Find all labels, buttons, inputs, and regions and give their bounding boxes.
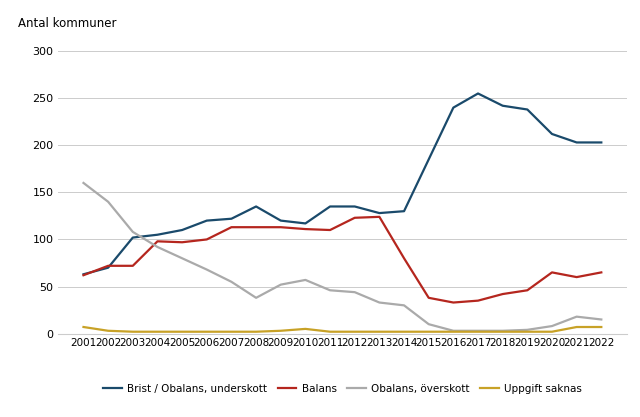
Uppgift saknas	[228, 329, 236, 334]
Uppgift saknas	[154, 329, 161, 334]
Balans	[598, 270, 605, 275]
Brist / Obalans, underskott	[179, 228, 186, 233]
Balans	[104, 263, 112, 268]
Brist / Obalans, underskott	[449, 105, 457, 110]
Uppgift saknas	[376, 329, 383, 334]
Obalans, överskott	[474, 328, 482, 333]
Brist / Obalans, underskott	[129, 235, 137, 240]
Brist / Obalans, underskott	[228, 216, 236, 221]
Brist / Obalans, underskott	[154, 232, 161, 237]
Obalans, överskott	[499, 328, 506, 333]
Obalans, överskott	[351, 290, 358, 295]
Brist / Obalans, underskott	[499, 103, 506, 108]
Balans	[351, 215, 358, 220]
Balans	[79, 273, 87, 278]
Balans	[548, 270, 556, 275]
Balans	[524, 288, 531, 293]
Uppgift saknas	[351, 329, 358, 334]
Obalans, överskott	[277, 282, 285, 287]
Uppgift saknas	[598, 324, 605, 329]
Balans	[499, 291, 506, 296]
Obalans, överskott	[129, 229, 137, 234]
Brist / Obalans, underskott	[252, 204, 260, 209]
Brist / Obalans, underskott	[376, 211, 383, 216]
Balans	[154, 239, 161, 244]
Balans	[425, 295, 433, 300]
Balans	[228, 225, 236, 230]
Text: Antal kommuner: Antal kommuner	[18, 17, 116, 30]
Brist / Obalans, underskott	[400, 208, 408, 214]
Brist / Obalans, underskott	[326, 204, 334, 209]
Obalans, överskott	[179, 256, 186, 261]
Obalans, överskott	[326, 288, 334, 293]
Obalans, överskott	[301, 277, 309, 282]
Obalans, överskott	[425, 322, 433, 327]
Legend: Brist / Obalans, underskott, Balans, Obalans, överskott, Uppgift saknas: Brist / Obalans, underskott, Balans, Oba…	[99, 379, 586, 398]
Obalans, överskott	[104, 199, 112, 204]
Obalans, överskott	[252, 295, 260, 300]
Uppgift saknas	[203, 329, 211, 334]
Uppgift saknas	[524, 329, 531, 334]
Brist / Obalans, underskott	[573, 140, 580, 145]
Brist / Obalans, underskott	[425, 157, 433, 162]
Line: Obalans, överskott: Obalans, överskott	[83, 183, 602, 331]
Obalans, överskott	[598, 317, 605, 322]
Brist / Obalans, underskott	[203, 218, 211, 223]
Uppgift saknas	[326, 329, 334, 334]
Uppgift saknas	[400, 329, 408, 334]
Brist / Obalans, underskott	[79, 272, 87, 277]
Balans	[376, 214, 383, 219]
Uppgift saknas	[79, 324, 87, 329]
Obalans, överskott	[400, 303, 408, 308]
Brist / Obalans, underskott	[474, 91, 482, 96]
Balans	[277, 225, 285, 230]
Brist / Obalans, underskott	[524, 107, 531, 112]
Obalans, överskott	[548, 324, 556, 329]
Balans	[449, 300, 457, 305]
Brist / Obalans, underskott	[277, 218, 285, 223]
Brist / Obalans, underskott	[104, 265, 112, 270]
Balans	[252, 225, 260, 230]
Uppgift saknas	[179, 329, 186, 334]
Uppgift saknas	[252, 329, 260, 334]
Uppgift saknas	[129, 329, 137, 334]
Line: Balans: Balans	[83, 217, 602, 302]
Uppgift saknas	[499, 329, 506, 334]
Obalans, överskott	[79, 181, 87, 186]
Obalans, överskott	[524, 327, 531, 332]
Obalans, överskott	[203, 267, 211, 272]
Obalans, överskott	[154, 244, 161, 249]
Uppgift saknas	[548, 329, 556, 334]
Uppgift saknas	[573, 324, 580, 329]
Brist / Obalans, underskott	[548, 131, 556, 136]
Balans	[203, 237, 211, 242]
Uppgift saknas	[474, 329, 482, 334]
Uppgift saknas	[425, 329, 433, 334]
Obalans, överskott	[573, 314, 580, 319]
Brist / Obalans, underskott	[598, 140, 605, 145]
Brist / Obalans, underskott	[301, 221, 309, 226]
Balans	[179, 240, 186, 245]
Line: Uppgift saknas: Uppgift saknas	[83, 327, 602, 332]
Balans	[129, 263, 137, 268]
Obalans, överskott	[376, 300, 383, 305]
Balans	[400, 256, 408, 261]
Uppgift saknas	[301, 327, 309, 332]
Balans	[301, 226, 309, 231]
Balans	[573, 275, 580, 280]
Balans	[326, 228, 334, 233]
Uppgift saknas	[277, 328, 285, 333]
Obalans, överskott	[449, 328, 457, 333]
Brist / Obalans, underskott	[351, 204, 358, 209]
Uppgift saknas	[449, 329, 457, 334]
Obalans, överskott	[228, 279, 236, 284]
Line: Brist / Obalans, underskott: Brist / Obalans, underskott	[83, 93, 602, 274]
Uppgift saknas	[104, 328, 112, 333]
Balans	[474, 298, 482, 303]
